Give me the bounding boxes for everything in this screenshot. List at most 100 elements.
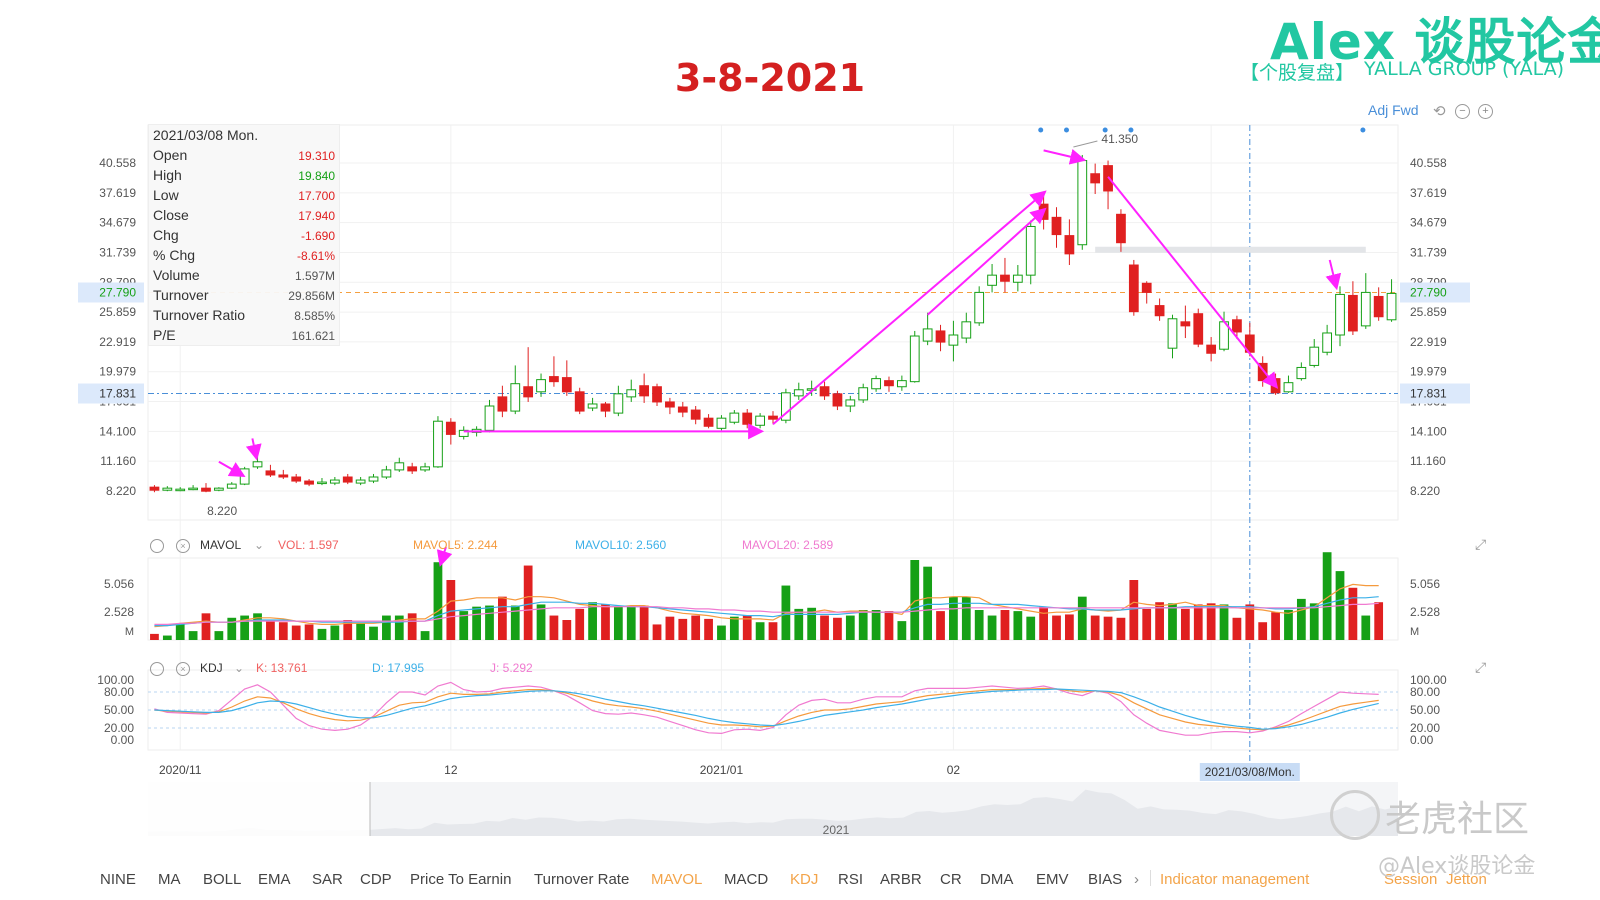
tab-kdj[interactable]: KDJ — [790, 871, 819, 888]
volume-bar — [575, 608, 585, 640]
adj-fwd-toggle[interactable]: Adj Fwd — [1368, 102, 1419, 118]
tab-sar[interactable]: SAR — [312, 871, 343, 888]
volume-bar — [253, 613, 262, 640]
tab-ema[interactable]: EMA — [258, 871, 291, 888]
candle-body — [497, 396, 508, 412]
candle-body — [755, 415, 765, 426]
tab-mavol[interactable]: MAVOL — [651, 871, 703, 888]
kdj-settings-icon[interactable] — [150, 662, 164, 676]
tab-cr[interactable]: CR — [940, 871, 962, 888]
tab-dma[interactable]: DMA — [980, 871, 1014, 888]
tab-macd[interactable]: MACD — [724, 871, 769, 888]
candle-body — [1000, 274, 1010, 282]
vol-settings-icon[interactable] — [150, 539, 164, 553]
candle-body — [626, 389, 637, 398]
tab-rsi[interactable]: RSI — [838, 871, 864, 888]
chevron-down-icon[interactable]: ⌄ — [234, 661, 245, 675]
current-price-label-left: 27.790 — [99, 286, 136, 300]
candle-body — [574, 391, 585, 412]
zoom-out-icon[interactable]: − — [1455, 104, 1470, 119]
volume-bar — [150, 633, 159, 640]
downtrend-arrow — [1107, 176, 1279, 389]
candle-body — [213, 487, 224, 491]
tab-session[interactable]: Session — [1384, 871, 1438, 888]
volume-bar — [742, 615, 752, 640]
candle-body — [639, 385, 650, 397]
tab-boll[interactable]: BOLL — [203, 871, 242, 888]
reset-icon[interactable]: ⟲ — [1433, 103, 1446, 120]
volume-bar — [588, 602, 597, 640]
candle-body — [1051, 216, 1062, 236]
volume-bar — [1361, 615, 1371, 640]
kdj-close-icon[interactable]: × — [176, 662, 190, 676]
volume-bar — [652, 624, 662, 640]
candle-body — [1309, 346, 1320, 366]
candle-body — [987, 274, 997, 286]
candle-body — [1128, 264, 1139, 313]
candle-body — [896, 380, 907, 388]
zoom-in-icon[interactable]: + — [1478, 104, 1493, 119]
candle-body — [1322, 332, 1333, 353]
tab-emv[interactable]: EMV — [1036, 871, 1069, 888]
tab-ma[interactable]: MA — [158, 871, 181, 888]
candle-body — [458, 429, 469, 437]
kdj-tick-left: 50.00 — [104, 703, 134, 717]
candle-body — [162, 487, 173, 491]
candle-body — [587, 403, 598, 409]
chevron-down-icon[interactable]: ⌄ — [254, 538, 265, 552]
y-tick-label-right: 40.558 — [1410, 156, 1447, 170]
vol-close-icon[interactable]: × — [176, 539, 190, 553]
current-price-label-right: 27.790 — [1410, 286, 1447, 300]
volume-bar — [562, 620, 572, 640]
kdj-indicator-name[interactable]: KDJ — [200, 661, 223, 675]
volume-bar — [1077, 596, 1087, 640]
candle-body — [819, 386, 830, 397]
candle-body — [278, 474, 289, 478]
expand-icon[interactable]: ⤢ — [1475, 659, 1487, 675]
info-label: High — [153, 167, 182, 183]
volume-bar — [1322, 552, 1332, 640]
candle-body — [291, 476, 302, 482]
volume-bar — [394, 615, 404, 640]
tab-cdp[interactable]: CDP — [360, 871, 392, 888]
tab-arbr[interactable]: ARBR — [880, 871, 922, 888]
vol-indicator-name[interactable]: MAVOL — [200, 538, 242, 552]
tab-price-to-earnings[interactable]: Price To Earnin — [410, 871, 512, 888]
tab-jetton[interactable]: Jetton — [1446, 871, 1487, 888]
y-tick-label-left: 34.679 — [99, 216, 136, 230]
tab-indicator-management[interactable]: Indicator management — [1160, 871, 1310, 888]
volume-bar — [472, 606, 481, 640]
expand-icon[interactable]: ⤢ — [1475, 536, 1487, 552]
navigator[interactable]: 2021 — [148, 782, 1398, 837]
candle-body — [922, 328, 933, 342]
volume-bar — [1348, 587, 1358, 640]
candle-body — [149, 486, 160, 491]
crosshair-date-tag — [1199, 763, 1300, 781]
candle-body — [342, 476, 353, 483]
candle-body — [793, 389, 804, 397]
volume-bar — [910, 560, 920, 640]
y-tick-label-right: 19.979 — [1410, 365, 1447, 379]
volume-bar — [1026, 616, 1036, 640]
volume-bar — [266, 620, 275, 640]
mavol5-value: MAVOL5: 2.244 — [413, 538, 498, 552]
tabs-next-icon[interactable]: › — [1134, 871, 1139, 888]
high-annotation: 41.350 — [1101, 132, 1138, 146]
tab-bias[interactable]: BIAS — [1088, 871, 1123, 888]
volume-bar — [1129, 580, 1139, 640]
tab-turnover-rate[interactable]: Turnover Rate — [534, 871, 630, 888]
volume-spike-arrow — [436, 546, 453, 567]
event-marker — [1128, 127, 1134, 133]
tab-nine[interactable]: NINE — [100, 871, 136, 888]
rebound-arrow — [1325, 259, 1342, 291]
volume-bar — [343, 620, 353, 640]
y-tick-label-right: 11.160 — [1410, 454, 1446, 468]
volume-bar — [768, 622, 778, 640]
volume-bar — [356, 623, 366, 640]
candle-body — [1064, 235, 1075, 255]
volume-bar — [549, 615, 559, 640]
volume-bar — [691, 615, 701, 640]
candle-body — [561, 377, 572, 393]
candle-body — [549, 376, 559, 383]
